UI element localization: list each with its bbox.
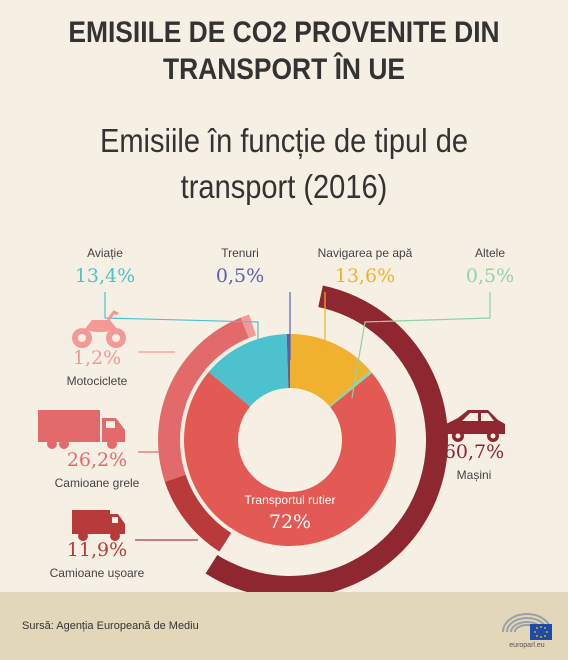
- slice-navigarea-pe-apa: [290, 334, 370, 406]
- value-navigarea-pe-apa: 13,6%: [335, 265, 395, 287]
- page-title: EMISIILE DE CO2 PROVENITE DIN TRANSPORT …: [34, 14, 534, 88]
- car-icon: [446, 410, 505, 442]
- label-camioane-grele: Camioane grele: [55, 476, 140, 490]
- arc-camioane-usoare: [164, 474, 232, 552]
- parliament-logo-icon: [502, 613, 552, 640]
- heavy-truck-icon: [38, 410, 125, 449]
- label-trenuri: Trenuri: [221, 246, 259, 260]
- slice-trenuri: [286, 334, 290, 389]
- label-transportul-rutier: Transportul rutier: [245, 493, 336, 507]
- slice-transportul-rutier: [183, 371, 396, 546]
- value-altele: 0,5%: [466, 265, 514, 287]
- title-line-2: TRANSPORT ÎN UE: [162, 53, 405, 86]
- subtitle-line-2: transport (2016): [180, 168, 388, 205]
- label-camioane-usoare: Camioane ușoare: [50, 566, 145, 580]
- arc-motociclete: [240, 314, 257, 338]
- value-camioane-grele: 26,2%: [67, 449, 127, 471]
- label-altele: Altele: [475, 246, 505, 260]
- source-note: Sursă: Agenția Europeană de Mediu: [22, 620, 199, 632]
- footer: Sursă: Agenția Europeană de Mediu europa…: [0, 592, 568, 660]
- value-trenuri: 0,5%: [216, 265, 264, 287]
- motorcycle-icon: [72, 310, 126, 348]
- title-line-1: EMISIILE DE CO2 PROVENITE DIN: [68, 16, 500, 49]
- value-camioane-usoare: 11,9%: [67, 539, 127, 561]
- value-motociclete: 1,2%: [73, 347, 121, 369]
- slice-aviatie: [208, 334, 289, 407]
- label-aviatie: Aviație: [87, 246, 123, 260]
- label-navigarea-pe-apa: Navigarea pe apă: [318, 246, 413, 260]
- chart-subtitle: Emisiile în funcție de tipul de transpor…: [34, 118, 534, 210]
- label-motociclete: Motociclete: [67, 374, 128, 388]
- europarl-logo: europarl.eu: [497, 602, 557, 654]
- van-icon: [72, 510, 125, 541]
- label-masini: Mașini: [457, 468, 492, 482]
- arc-camioane-grele: [158, 317, 249, 482]
- subtitle-line-1: Emisiile în funcție de tipul de: [99, 122, 469, 159]
- value-masini: 60,7%: [444, 441, 504, 463]
- value-transportul-rutier: 72%: [269, 511, 311, 533]
- value-aviatie: 13,4%: [75, 265, 135, 287]
- leader-line-aviatie: [104, 292, 259, 350]
- leader-line-altele: [351, 292, 491, 399]
- logo-text: europarl.eu: [509, 642, 545, 649]
- emissions-chart: Aviație 13,4% Trenuri 0,5% Navigarea pe apă 1…: [38, 246, 514, 592]
- slice-altele: [329, 370, 373, 408]
